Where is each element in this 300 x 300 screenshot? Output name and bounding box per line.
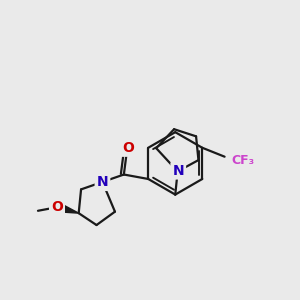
- Text: O: O: [122, 141, 134, 155]
- Text: N: N: [97, 175, 108, 189]
- Polygon shape: [61, 204, 79, 213]
- Text: CF₃: CF₃: [231, 154, 255, 167]
- Text: N: N: [172, 164, 184, 178]
- Text: O: O: [51, 200, 63, 214]
